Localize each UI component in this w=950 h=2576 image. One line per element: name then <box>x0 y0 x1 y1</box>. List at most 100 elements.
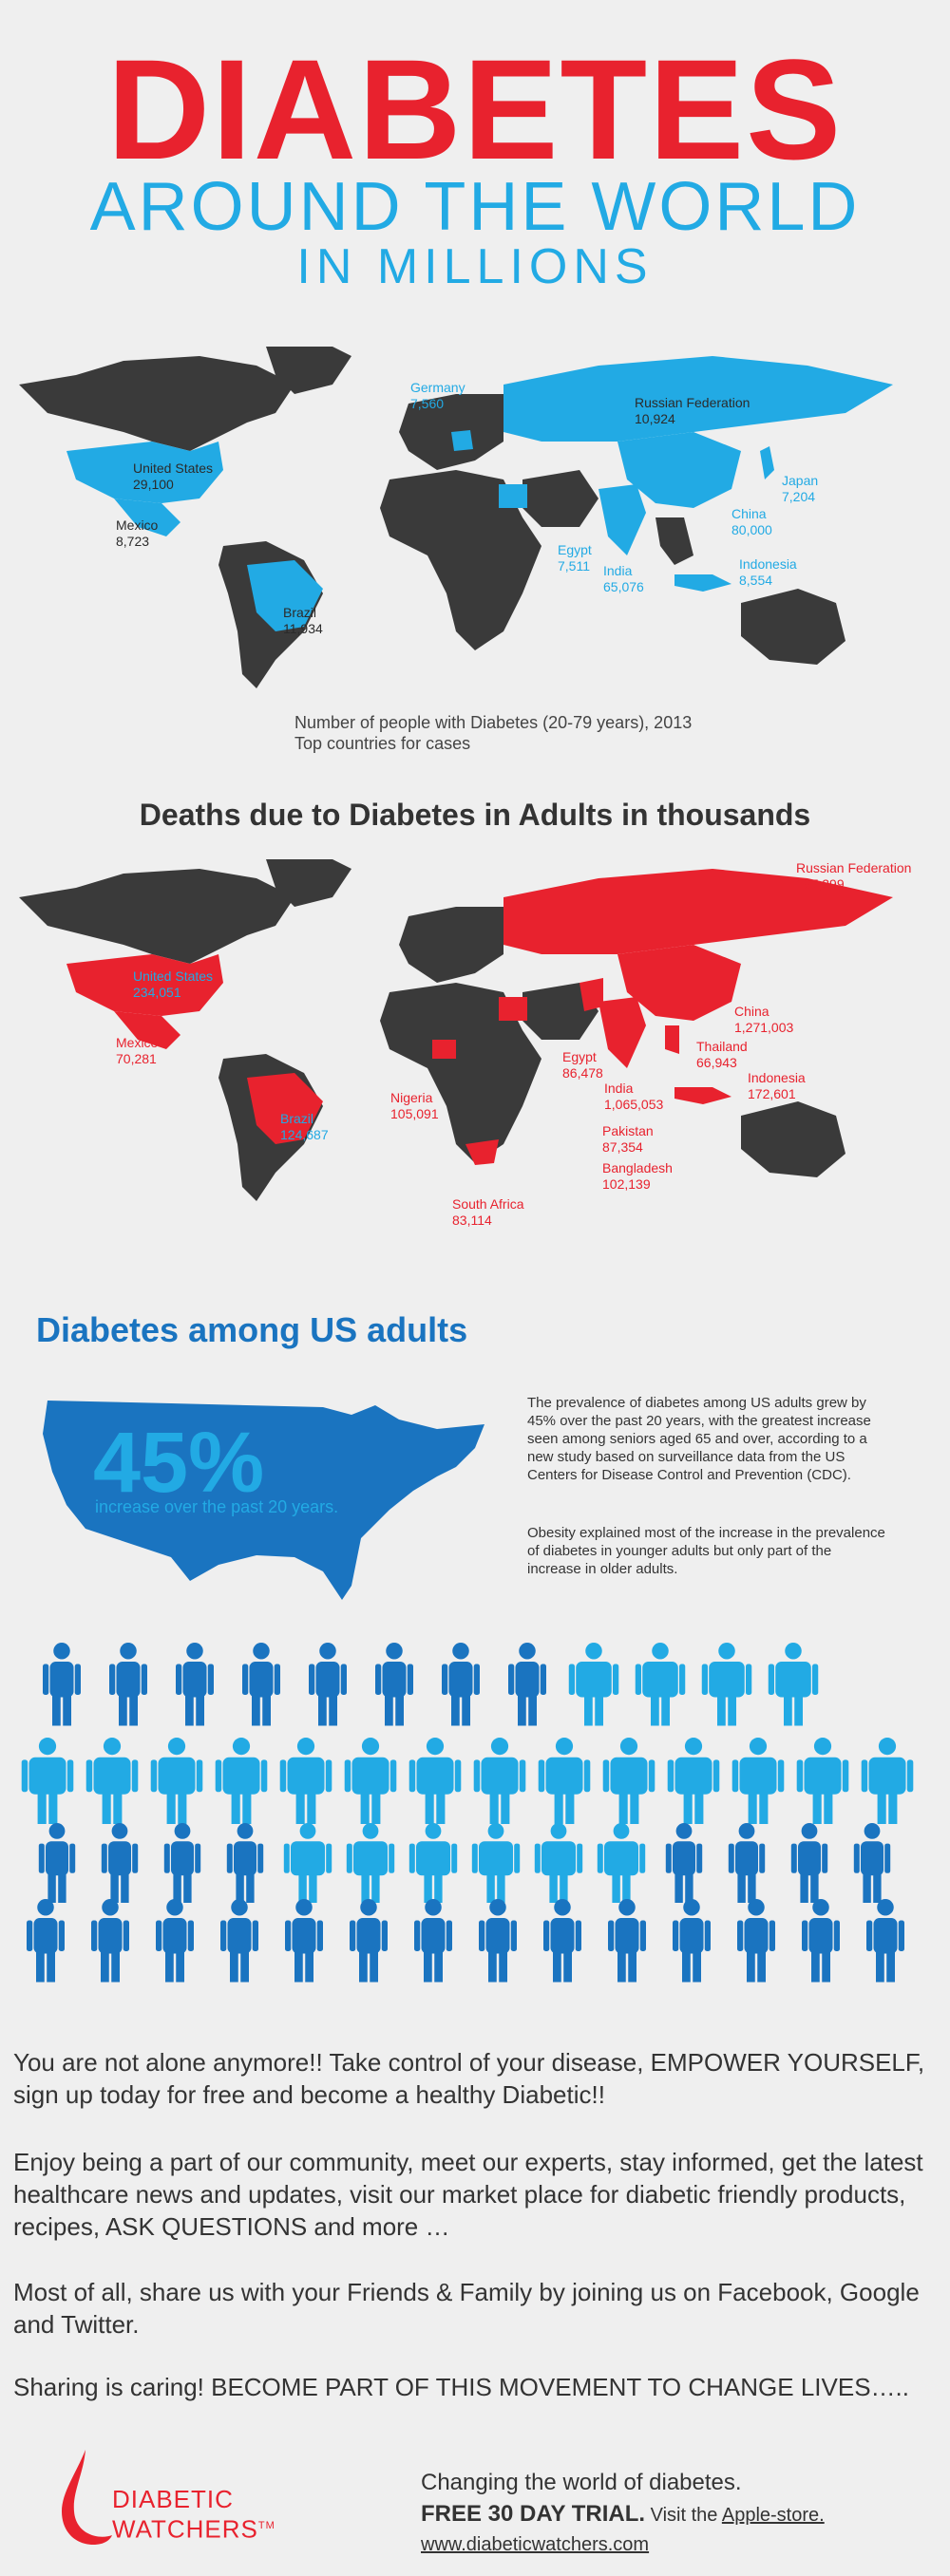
deaths-label-pakistan: Pakistan 87,354 <box>602 1123 654 1155</box>
footer-tagline: Changing the world of diabetes. <box>421 2470 742 2495</box>
person-figure-icon <box>568 1643 619 1726</box>
cases-label-russia: Russian Federation 10,924 <box>635 395 750 426</box>
map-middle-east <box>522 470 598 527</box>
person-figure-icon <box>602 1738 656 1824</box>
person-figure-icon <box>346 1823 395 1903</box>
person-figure-icon <box>802 1899 840 1983</box>
person-figure-icon <box>543 1899 581 1983</box>
apple-store-link[interactable]: Apple-store. <box>721 2505 825 2526</box>
deaths-label-brazil: Brazil 124,687 <box>280 1111 329 1142</box>
person-figure-icon <box>43 1643 81 1726</box>
body-paragraph-3: Most of all, share us with your Friends … <box>13 2278 920 2339</box>
body-paragraph-2: Enjoy being a part of our community, mee… <box>13 2148 923 2241</box>
deaths-map-india <box>598 997 646 1068</box>
person-figure-icon <box>150 1738 203 1824</box>
person-figure-icon <box>344 1738 397 1824</box>
map-japan <box>760 446 774 479</box>
person-figure-icon <box>375 1643 413 1726</box>
cases-world-map <box>19 347 893 688</box>
person-figure-icon <box>861 1738 914 1824</box>
map-united-states <box>66 442 223 503</box>
footer-trial-line: FREE 30 DAY TRIAL. Visit the Apple-store… <box>421 2501 825 2527</box>
empower-yourself-emphasis: EMPOWER YOURSELF <box>650 2048 918 2077</box>
deaths-label-mexico: Mexico 70,281 <box>116 1035 159 1066</box>
person-figure-icon <box>220 1899 258 1983</box>
person-figure-icon <box>667 1738 720 1824</box>
deaths-label-bangladesh: Bangladesh 102,139 <box>602 1160 673 1192</box>
person-figure-icon <box>866 1899 904 1983</box>
deaths-label-russia: Russian Federation 197,299 <box>796 860 912 892</box>
deaths-label-china: China 1,271,003 <box>734 1004 794 1035</box>
body-paragraph-4: Sharing is caring! BECOME PART OF THIS M… <box>13 2373 909 2401</box>
us-map <box>43 1401 484 1600</box>
person-figure-icon <box>285 1899 323 1983</box>
person-figure-icon <box>226 1823 264 1903</box>
deaths-map-united-states <box>66 954 223 1016</box>
person-figure-icon <box>471 1823 521 1903</box>
person-figure-icon <box>608 1899 646 1983</box>
deaths-label-united-states: United States 234,051 <box>133 968 214 1000</box>
person-figure-icon <box>21 1738 74 1824</box>
person-figure-icon <box>279 1738 332 1824</box>
deaths-label-nigeria: Nigeria 105,091 <box>390 1090 439 1121</box>
deaths-map-thailand <box>665 1025 679 1054</box>
deaths-map-egypt <box>499 997 527 1021</box>
person-figure-icon <box>408 1823 458 1903</box>
person-figure-icon <box>728 1823 766 1903</box>
page-title: DIABETES <box>106 29 844 189</box>
deaths-map-brazil <box>247 1073 323 1144</box>
person-figure-icon <box>109 1643 147 1726</box>
us-section-heading: Diabetes among US adults <box>36 1310 468 1349</box>
deaths-section-heading: Deaths due to Diabetes in Adults in thou… <box>139 798 811 832</box>
person-figure-icon <box>176 1643 214 1726</box>
deaths-label-india: India 1,065,053 <box>604 1081 664 1112</box>
person-figure-icon <box>163 1823 201 1903</box>
deaths-map-china <box>618 945 741 1021</box>
person-figure-icon <box>737 1899 775 1983</box>
cases-label-germany: Germany 7,560 <box>410 380 466 411</box>
cases-label-japan: Japan 7,204 <box>782 473 819 504</box>
deaths-map-indonesia <box>674 1087 732 1104</box>
diabetic-watchers-logo-drop-icon <box>62 2450 112 2545</box>
deaths-label-south-africa: South Africa 83,114 <box>452 1196 524 1228</box>
person-figure-icon <box>101 1823 139 1903</box>
deaths-map-russia <box>504 869 893 954</box>
deaths-map-south-africa <box>466 1139 499 1165</box>
us-increase-label: increase over the past 20 years. <box>95 1497 339 1516</box>
map-greenland <box>266 347 352 394</box>
person-figure-icon <box>479 1899 517 1983</box>
map-australia <box>741 589 846 665</box>
cases-label-brazil: Brazil 11,934 <box>283 605 323 636</box>
body-paragraph-1: You are not alone anymore!! Take control… <box>13 2048 925 2109</box>
deaths-label-indonesia: Indonesia 172,601 <box>748 1070 806 1101</box>
person-figure-icon <box>635 1643 686 1726</box>
person-figure-icon <box>156 1899 194 1983</box>
deaths-map-mexico <box>114 1011 180 1049</box>
free-trial-label: FREE 30 DAY TRIAL. <box>421 2501 646 2527</box>
person-figure-icon <box>408 1738 462 1824</box>
person-figure-icon <box>768 1643 819 1726</box>
person-figure-icon <box>508 1643 546 1726</box>
cases-map-caption: Number of people with Diabetes (20-79 ye… <box>294 713 693 753</box>
map-russia <box>504 356 893 442</box>
person-figure-icon <box>473 1738 526 1824</box>
person-figure-icon <box>309 1643 347 1726</box>
people-figures-graphic <box>21 1643 914 1983</box>
person-figure-icon <box>86 1738 139 1824</box>
map-egypt <box>499 484 527 508</box>
map-southeast-asia <box>656 517 694 565</box>
person-figure-icon <box>442 1643 480 1726</box>
person-figure-icon <box>91 1899 129 1983</box>
person-figure-icon <box>673 1899 711 1983</box>
map-india <box>598 484 646 555</box>
cases-label-mexico: Mexico 8,723 <box>116 517 159 549</box>
logo-wordmark[interactable]: DIABETIC WATCHERSTM <box>112 2485 276 2544</box>
page-subtitle: AROUND THE WORLD <box>89 169 861 245</box>
person-figure-icon <box>538 1738 591 1824</box>
cases-label-india: India 65,076 <box>603 563 644 594</box>
us-increase-stat: 45% <box>93 1416 265 1511</box>
map-germany <box>451 430 473 451</box>
website-link[interactable]: www.diabeticwatchers.com <box>421 2534 650 2555</box>
person-figure-icon <box>283 1823 332 1903</box>
us-paragraph-1: The prevalence of diabetes among US adul… <box>527 1395 871 1483</box>
